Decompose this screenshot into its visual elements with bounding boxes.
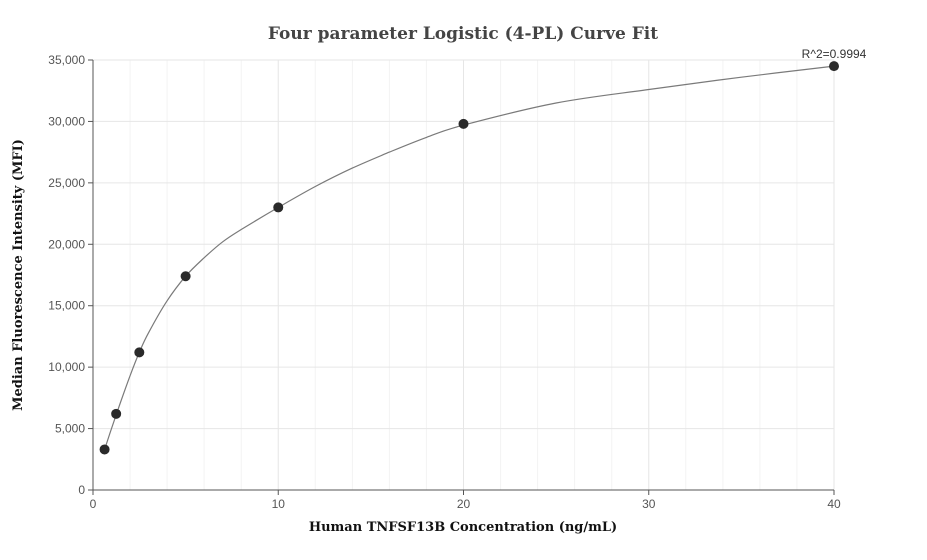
- y-tick-label: 30,000: [48, 114, 85, 128]
- y-tick-label: 10,000: [48, 360, 85, 374]
- y-tick-label: 15,000: [48, 299, 85, 313]
- x-tick-label: 20: [457, 497, 471, 511]
- data-point: [111, 408, 122, 419]
- r-squared-annotation: R^2=0.9994: [802, 47, 867, 61]
- x-tick-label: 10: [272, 497, 286, 511]
- y-tick-label: 0: [78, 483, 85, 497]
- fit-curve-line: [104, 65, 835, 450]
- x-tick-label: 40: [827, 497, 841, 511]
- y-tick-label: 35,000: [48, 53, 85, 67]
- data-point: [134, 347, 145, 358]
- data-point: [99, 444, 110, 455]
- data-points: [99, 61, 839, 455]
- axes: 0 5,000 10,000 15,000 20,000 25,000 30,000 35,0…: [48, 53, 841, 511]
- x-axis-title: Human TNFSF13B Concentration (ng/mL): [309, 520, 617, 535]
- y-tick-label: 20,000: [48, 237, 85, 251]
- chart-title: Four parameter Logistic (4-PL) Curve Fit: [268, 24, 658, 44]
- data-point: [458, 118, 469, 129]
- data-point: [829, 61, 839, 72]
- x-tick-label: 30: [642, 497, 656, 511]
- data-point: [180, 271, 191, 282]
- y-tick-label: 25,000: [48, 176, 85, 190]
- y-tick-label: 5,000: [55, 422, 85, 436]
- x-tick-label: 0: [90, 497, 97, 511]
- data-point: [273, 202, 284, 213]
- y-axis-title: Median Fluorescence Intensity (MFI): [11, 139, 26, 411]
